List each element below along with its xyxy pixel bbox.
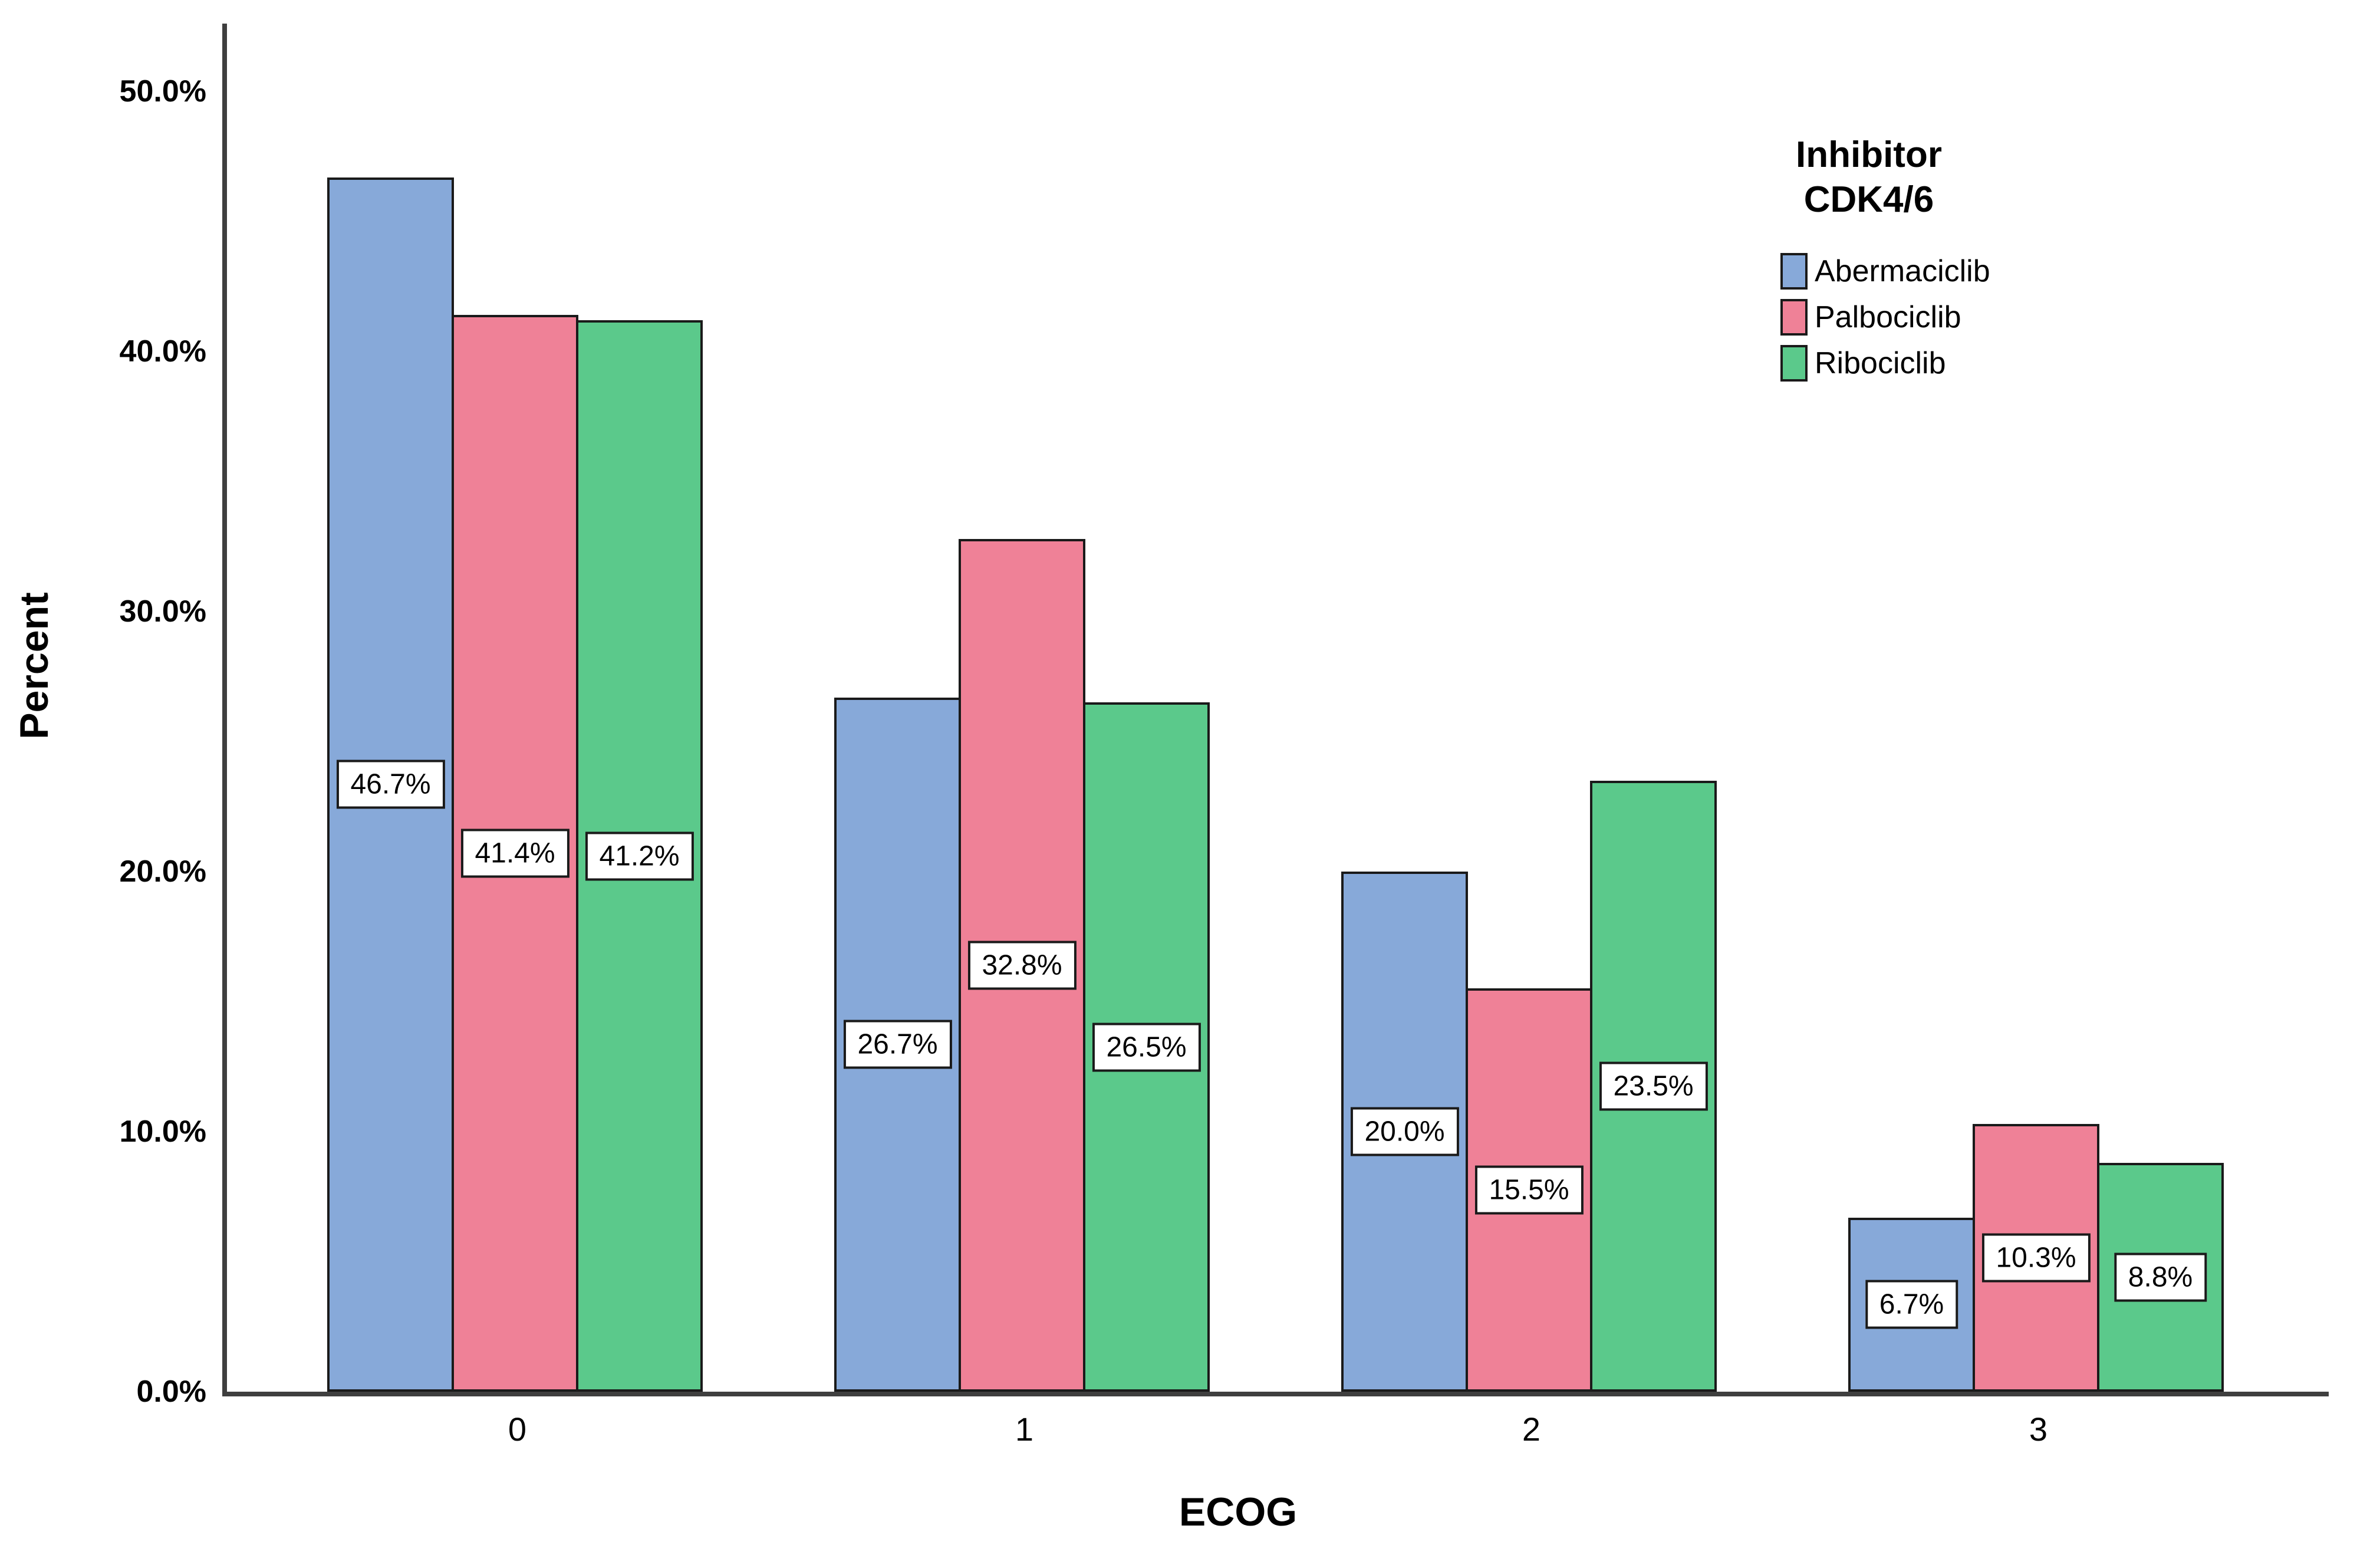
x-category-label-1: 1 xyxy=(1015,1411,1034,1448)
bar-value-label: 8.8% xyxy=(2114,1253,2207,1302)
legend-swatch-icon xyxy=(1780,253,1808,290)
legend: Inhibitor CDK4/6 Abermaciclib Palbociclib… xyxy=(1780,133,2052,391)
bar-value-label: 20.0% xyxy=(1350,1107,1459,1156)
y-tick-label: 40.0% xyxy=(119,334,206,369)
bar-value-label: 26.5% xyxy=(1092,1023,1201,1072)
y-tick-label: 10.0% xyxy=(119,1115,206,1149)
bar-value-label: 32.8% xyxy=(967,941,1077,990)
bar-value-label: 26.7% xyxy=(843,1020,952,1069)
bar-value-label: 41.4% xyxy=(460,829,570,878)
legend-title-line1: Inhibitor xyxy=(1796,134,1942,175)
legend-entry-label: Abermaciclib xyxy=(1815,254,1990,288)
bar-value-label: 23.5% xyxy=(1599,1061,1708,1111)
y-tick-label: 30.0% xyxy=(119,594,206,629)
legend-title: Inhibitor CDK4/6 xyxy=(1780,133,1957,222)
bar-value-label: 41.2% xyxy=(585,831,694,881)
legend-entry-abermaciclib: Abermaciclib xyxy=(1780,253,2052,290)
bar-value-label: 10.3% xyxy=(1981,1233,2091,1283)
legend-entry-label: Palbociclib xyxy=(1815,300,1961,334)
x-axis-line xyxy=(222,1392,2329,1396)
x-category-label-0: 0 xyxy=(508,1411,527,1448)
y-tick-label: 20.0% xyxy=(119,854,206,889)
legend-entry-label: Ribociclib xyxy=(1815,346,1946,380)
legend-entries: Abermaciclib Palbociclib Ribociclib xyxy=(1780,253,2052,382)
bar-value-label: 46.7% xyxy=(336,760,445,809)
y-axis-title: Percent xyxy=(12,592,57,739)
legend-entry-palbociclib: Palbociclib xyxy=(1780,299,2052,336)
x-axis-title: ECOG xyxy=(1179,1490,1298,1534)
bar-value-label: 15.5% xyxy=(1474,1165,1584,1215)
y-tick-label: 50.0% xyxy=(119,74,206,109)
y-axis-line xyxy=(222,24,227,1396)
bar-value-label: 6.7% xyxy=(1865,1280,1958,1329)
x-category-label-3: 3 xyxy=(2029,1411,2048,1448)
y-tick-label: 0.0% xyxy=(136,1375,206,1409)
legend-title-line2: CDK4/6 xyxy=(1803,179,1934,220)
x-category-label-2: 2 xyxy=(1522,1411,1541,1448)
legend-swatch-icon xyxy=(1780,345,1808,382)
legend-swatch-icon xyxy=(1780,299,1808,336)
legend-entry-ribociclib: Ribociclib xyxy=(1780,345,2052,382)
